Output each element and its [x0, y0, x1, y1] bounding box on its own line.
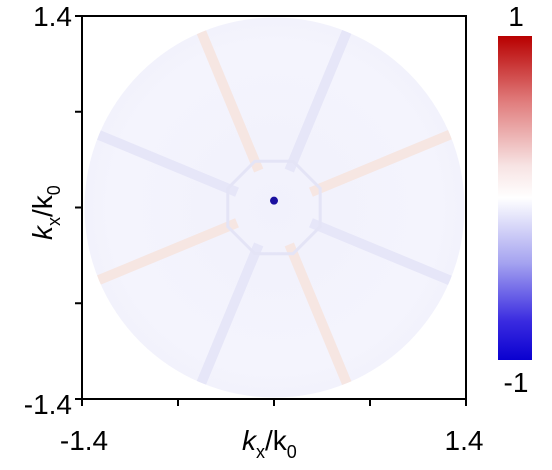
center-peak — [270, 196, 278, 205]
k-space-disk — [84, 17, 465, 398]
radial-streak — [192, 242, 264, 395]
colorbar-max-label: 1 — [508, 1, 524, 32]
y-ticks — [75, 15, 82, 400]
plot-area — [75, 15, 467, 406]
radial-streak — [309, 218, 461, 289]
colorbar-gradient — [498, 36, 532, 360]
radial-streak — [87, 126, 239, 197]
x-tick-label-left: -1.4 — [60, 425, 108, 456]
x-ticks — [81, 399, 467, 406]
radial-streak — [284, 242, 356, 395]
disk-texture — [87, 20, 461, 395]
y-tick-label-top: 1.4 — [33, 1, 72, 32]
x-tick-label-right: 1.4 — [445, 425, 484, 456]
radial-streak — [309, 126, 461, 197]
radial-streak — [284, 20, 356, 173]
colorbar-min-label: -1 — [504, 367, 529, 398]
radial-streak — [87, 218, 239, 289]
colorbar: 1 -1 — [498, 1, 532, 398]
x-axis-label: kx/k0 — [242, 425, 297, 462]
inner-octagon — [226, 159, 322, 256]
radial-streak — [192, 20, 264, 173]
y-tick-label-bottom: -1.4 — [24, 389, 72, 420]
y-axis-label: kx/k0 — [27, 185, 64, 240]
